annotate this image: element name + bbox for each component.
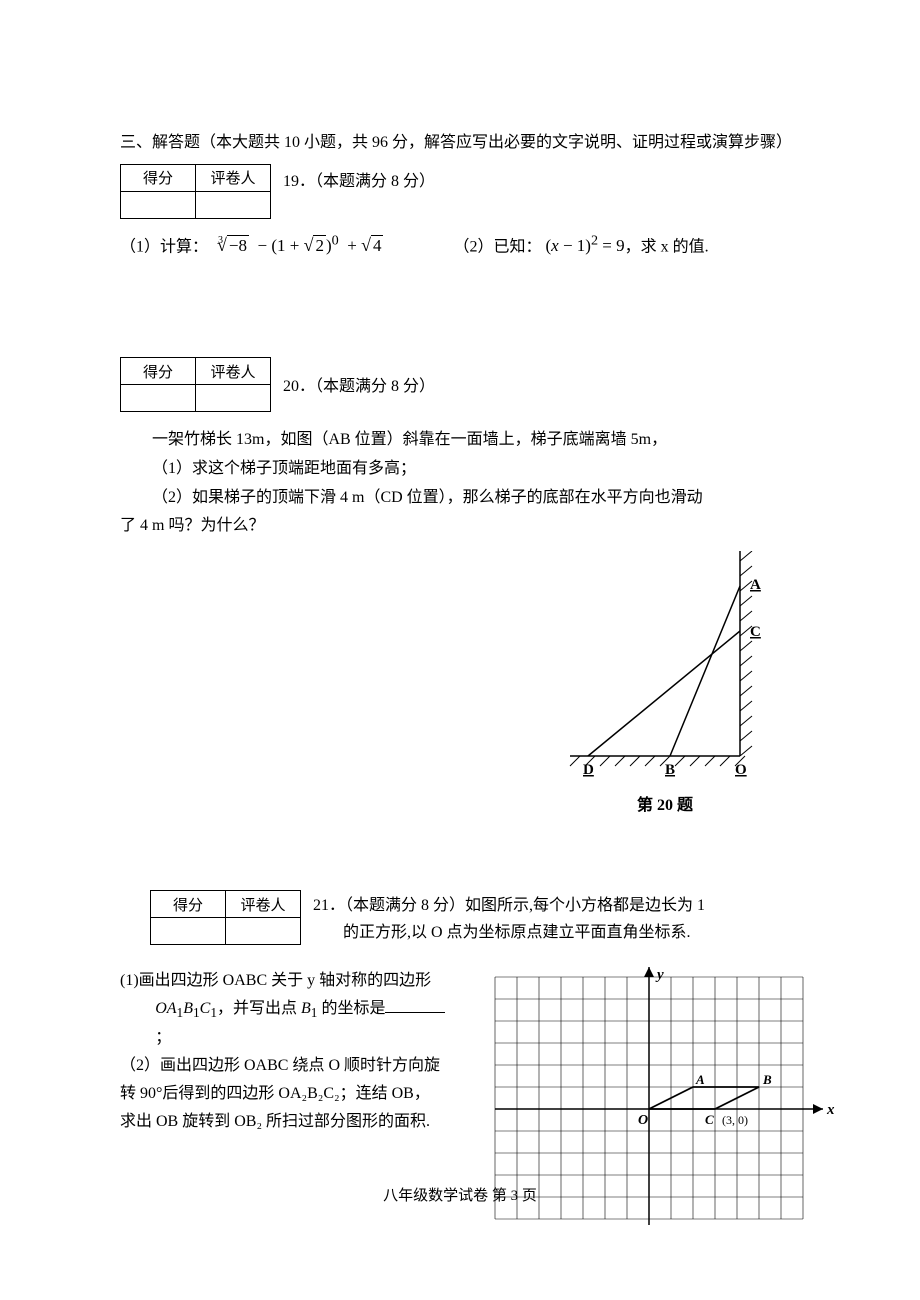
score-cell[interactable] (121, 385, 196, 412)
q19-sub1: （1）计算： 3√−8 − (1 + √2)0 + √4 (120, 229, 383, 262)
grader-cell[interactable] (196, 385, 271, 412)
q21-header: 21．（本题满分 8 分）如图所示,每个小方格都是边长为 1 (313, 897, 705, 914)
svg-text:B: B (762, 1072, 772, 1087)
grader-label: 评卷人 (226, 891, 301, 918)
score-cell[interactable] (121, 191, 196, 218)
score-box-q19: 得分评卷人 (120, 164, 271, 219)
score-box-q20: 得分评卷人 (120, 357, 271, 412)
svg-text:O: O (735, 762, 747, 778)
svg-text:D: D (583, 762, 594, 778)
q21-header2: 的正方形,以 O 点为坐标原点建立平面直角坐标系. (313, 924, 691, 941)
q19-sub2: （2）已知： (x − 1)2 = 9，求 x 的值. (453, 229, 708, 262)
svg-text:x: x (826, 1102, 835, 1118)
svg-text:(3, 0): (3, 0) (722, 1113, 748, 1127)
q20-figure: A C O B D 第 20 题 (550, 551, 800, 815)
q20-header: 20．（本题满分 8 分） (283, 369, 435, 396)
score-cell[interactable] (151, 918, 226, 945)
svg-text:O: O (638, 1113, 648, 1128)
q21-blank[interactable] (385, 998, 445, 1013)
score-label: 得分 (121, 164, 196, 191)
q20-body: 一架竹梯长 13m，如图（AB 位置）斜靠在一面墙上，梯子底端离墙 5m， （1… (120, 426, 800, 541)
svg-text:C: C (705, 1112, 714, 1127)
section-3-header: 三、解答题（本大题共 10 小题，共 96 分，解答应写出必要的文字说明、证明过… (120, 130, 800, 156)
q20-fig-label: 第 20 题 (550, 791, 780, 815)
grader-cell[interactable] (196, 191, 271, 218)
svg-text:A: A (750, 577, 761, 593)
page-footer: 八年级数学试卷 第 3 页 (0, 1184, 920, 1205)
svg-text:B: B (665, 762, 675, 778)
score-box-q21: 得分评卷人 (150, 890, 301, 945)
svg-text:A: A (695, 1072, 705, 1087)
score-label: 得分 (121, 358, 196, 385)
score-label: 得分 (151, 891, 226, 918)
grader-label: 评卷人 (196, 358, 271, 385)
svg-text:C: C (750, 624, 761, 640)
svg-text:y: y (655, 967, 664, 983)
grader-cell[interactable] (226, 918, 301, 945)
grader-label: 评卷人 (196, 164, 271, 191)
q19-header: 19．（本题满分 8 分） (283, 164, 435, 191)
